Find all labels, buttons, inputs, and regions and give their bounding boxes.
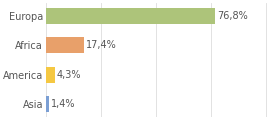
Bar xyxy=(46,67,55,83)
Bar xyxy=(46,96,49,112)
Text: 4,3%: 4,3% xyxy=(57,70,81,80)
Bar xyxy=(46,37,84,53)
Text: 76,8%: 76,8% xyxy=(217,11,248,21)
Bar xyxy=(46,8,215,24)
Text: 17,4%: 17,4% xyxy=(86,40,117,50)
Text: 1,4%: 1,4% xyxy=(51,99,75,109)
